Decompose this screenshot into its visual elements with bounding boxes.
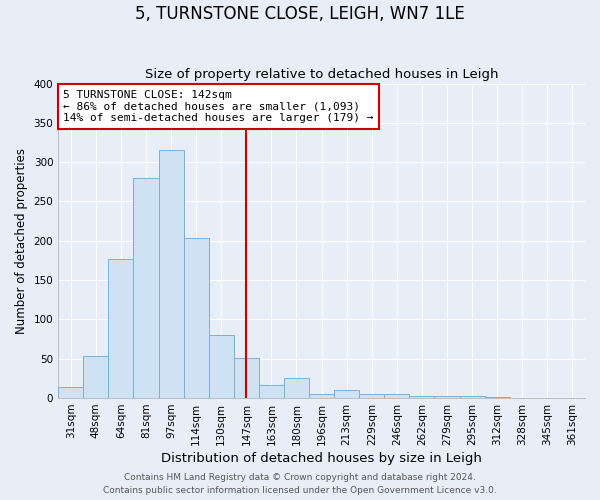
Title: Size of property relative to detached houses in Leigh: Size of property relative to detached ho… (145, 68, 499, 81)
Text: 5, TURNSTONE CLOSE, LEIGH, WN7 1LE: 5, TURNSTONE CLOSE, LEIGH, WN7 1LE (135, 5, 465, 23)
Bar (434, 396, 460, 398)
Bar (109, 259, 133, 398)
Bar (58, 387, 83, 398)
Bar (184, 238, 209, 398)
X-axis label: Distribution of detached houses by size in Leigh: Distribution of detached houses by size … (161, 452, 482, 465)
Text: Contains HM Land Registry data © Crown copyright and database right 2024.
Contai: Contains HM Land Registry data © Crown c… (103, 474, 497, 495)
Y-axis label: Number of detached properties: Number of detached properties (15, 148, 28, 334)
Bar (334, 390, 359, 398)
Bar (359, 394, 385, 398)
Bar (309, 394, 334, 398)
Bar (385, 394, 409, 398)
Bar (409, 396, 434, 398)
Text: 5 TURNSTONE CLOSE: 142sqm
← 86% of detached houses are smaller (1,093)
14% of se: 5 TURNSTONE CLOSE: 142sqm ← 86% of detac… (64, 90, 374, 123)
Bar (158, 150, 184, 398)
Bar (209, 335, 234, 398)
Bar (259, 384, 284, 398)
Bar (284, 378, 309, 398)
Bar (234, 358, 259, 398)
Bar (460, 396, 485, 398)
Bar (133, 178, 158, 398)
Bar (83, 356, 109, 398)
